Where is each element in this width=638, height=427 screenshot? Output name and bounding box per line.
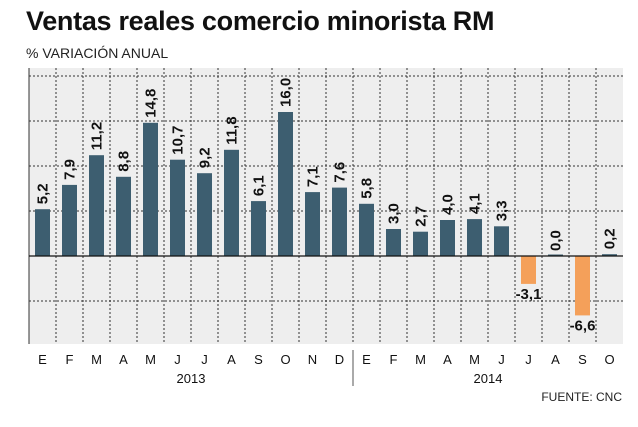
x-tick-label: J [525,352,532,367]
chart-title: Ventas reales comercio minorista RM [26,6,495,36]
x-tick-label: J [498,352,505,367]
source-note: FUENTE: CNC [541,390,622,404]
bar [170,159,185,256]
bar [251,201,266,256]
bar [548,254,563,256]
data-label: 11,8 [224,116,241,144]
bar [521,256,536,284]
x-tick-label: E [362,352,371,367]
data-label: 2,7 [413,206,430,227]
bar [602,254,617,256]
data-label: 8,8 [116,151,133,172]
bar [413,231,428,256]
data-label: 0,0 [548,230,565,251]
bar [224,149,239,256]
data-label: 3,3 [494,200,511,221]
data-label: 7,9 [62,159,79,180]
chart-subtitle: % VARIACIÓN ANUAL [26,45,169,61]
x-tick-label: M [91,352,102,367]
data-label: 7,6 [332,162,349,183]
x-tick-label: A [119,352,128,367]
data-label: -6,6 [570,317,596,334]
bar [62,184,77,256]
x-tick-label: D [335,352,344,367]
year-label: 2014 [474,371,503,386]
bar [467,219,482,256]
bar [116,176,131,256]
x-tick-label: J [174,352,181,367]
bar [143,122,158,256]
data-label: 5,8 [359,178,376,199]
bar [197,173,212,256]
data-label: 7,1 [305,166,322,187]
x-tick-label: A [443,352,452,367]
data-label: 11,2 [89,122,106,150]
x-tick-label: F [390,352,398,367]
x-tick-label: A [551,352,560,367]
bar [332,187,347,256]
data-label: 3,0 [386,203,403,224]
bar [494,226,509,256]
bar [278,112,293,256]
bar [305,192,320,256]
data-label: 4,1 [467,193,484,214]
data-label: 6,1 [251,175,268,196]
data-label: 9,2 [197,147,214,168]
x-tick-label: M [145,352,156,367]
x-tick-label: O [604,352,614,367]
data-label: 14,8 [143,89,160,118]
bar [89,155,104,256]
data-label: 5,2 [35,183,52,204]
bar [359,203,374,256]
x-tick-label: S [578,352,587,367]
bar [35,209,50,256]
bar [440,220,455,256]
data-label: 16,0 [278,78,295,107]
x-tick-label: J [201,352,208,367]
x-tick-label: M [469,352,480,367]
x-tick-label: O [280,352,290,367]
x-tick-label: N [308,352,317,367]
x-tick-label: A [227,352,236,367]
x-tick-label: E [38,352,47,367]
data-label: 0,2 [602,228,619,249]
bar [575,256,590,316]
x-tick-label: S [254,352,263,367]
x-tick-label: M [415,352,426,367]
data-label: -3,1 [516,286,542,303]
data-label: 10,7 [170,125,187,154]
year-label: 2013 [177,371,206,386]
x-tick-label: F [66,352,74,367]
data-label: 4,0 [440,194,457,215]
bar [386,229,401,256]
